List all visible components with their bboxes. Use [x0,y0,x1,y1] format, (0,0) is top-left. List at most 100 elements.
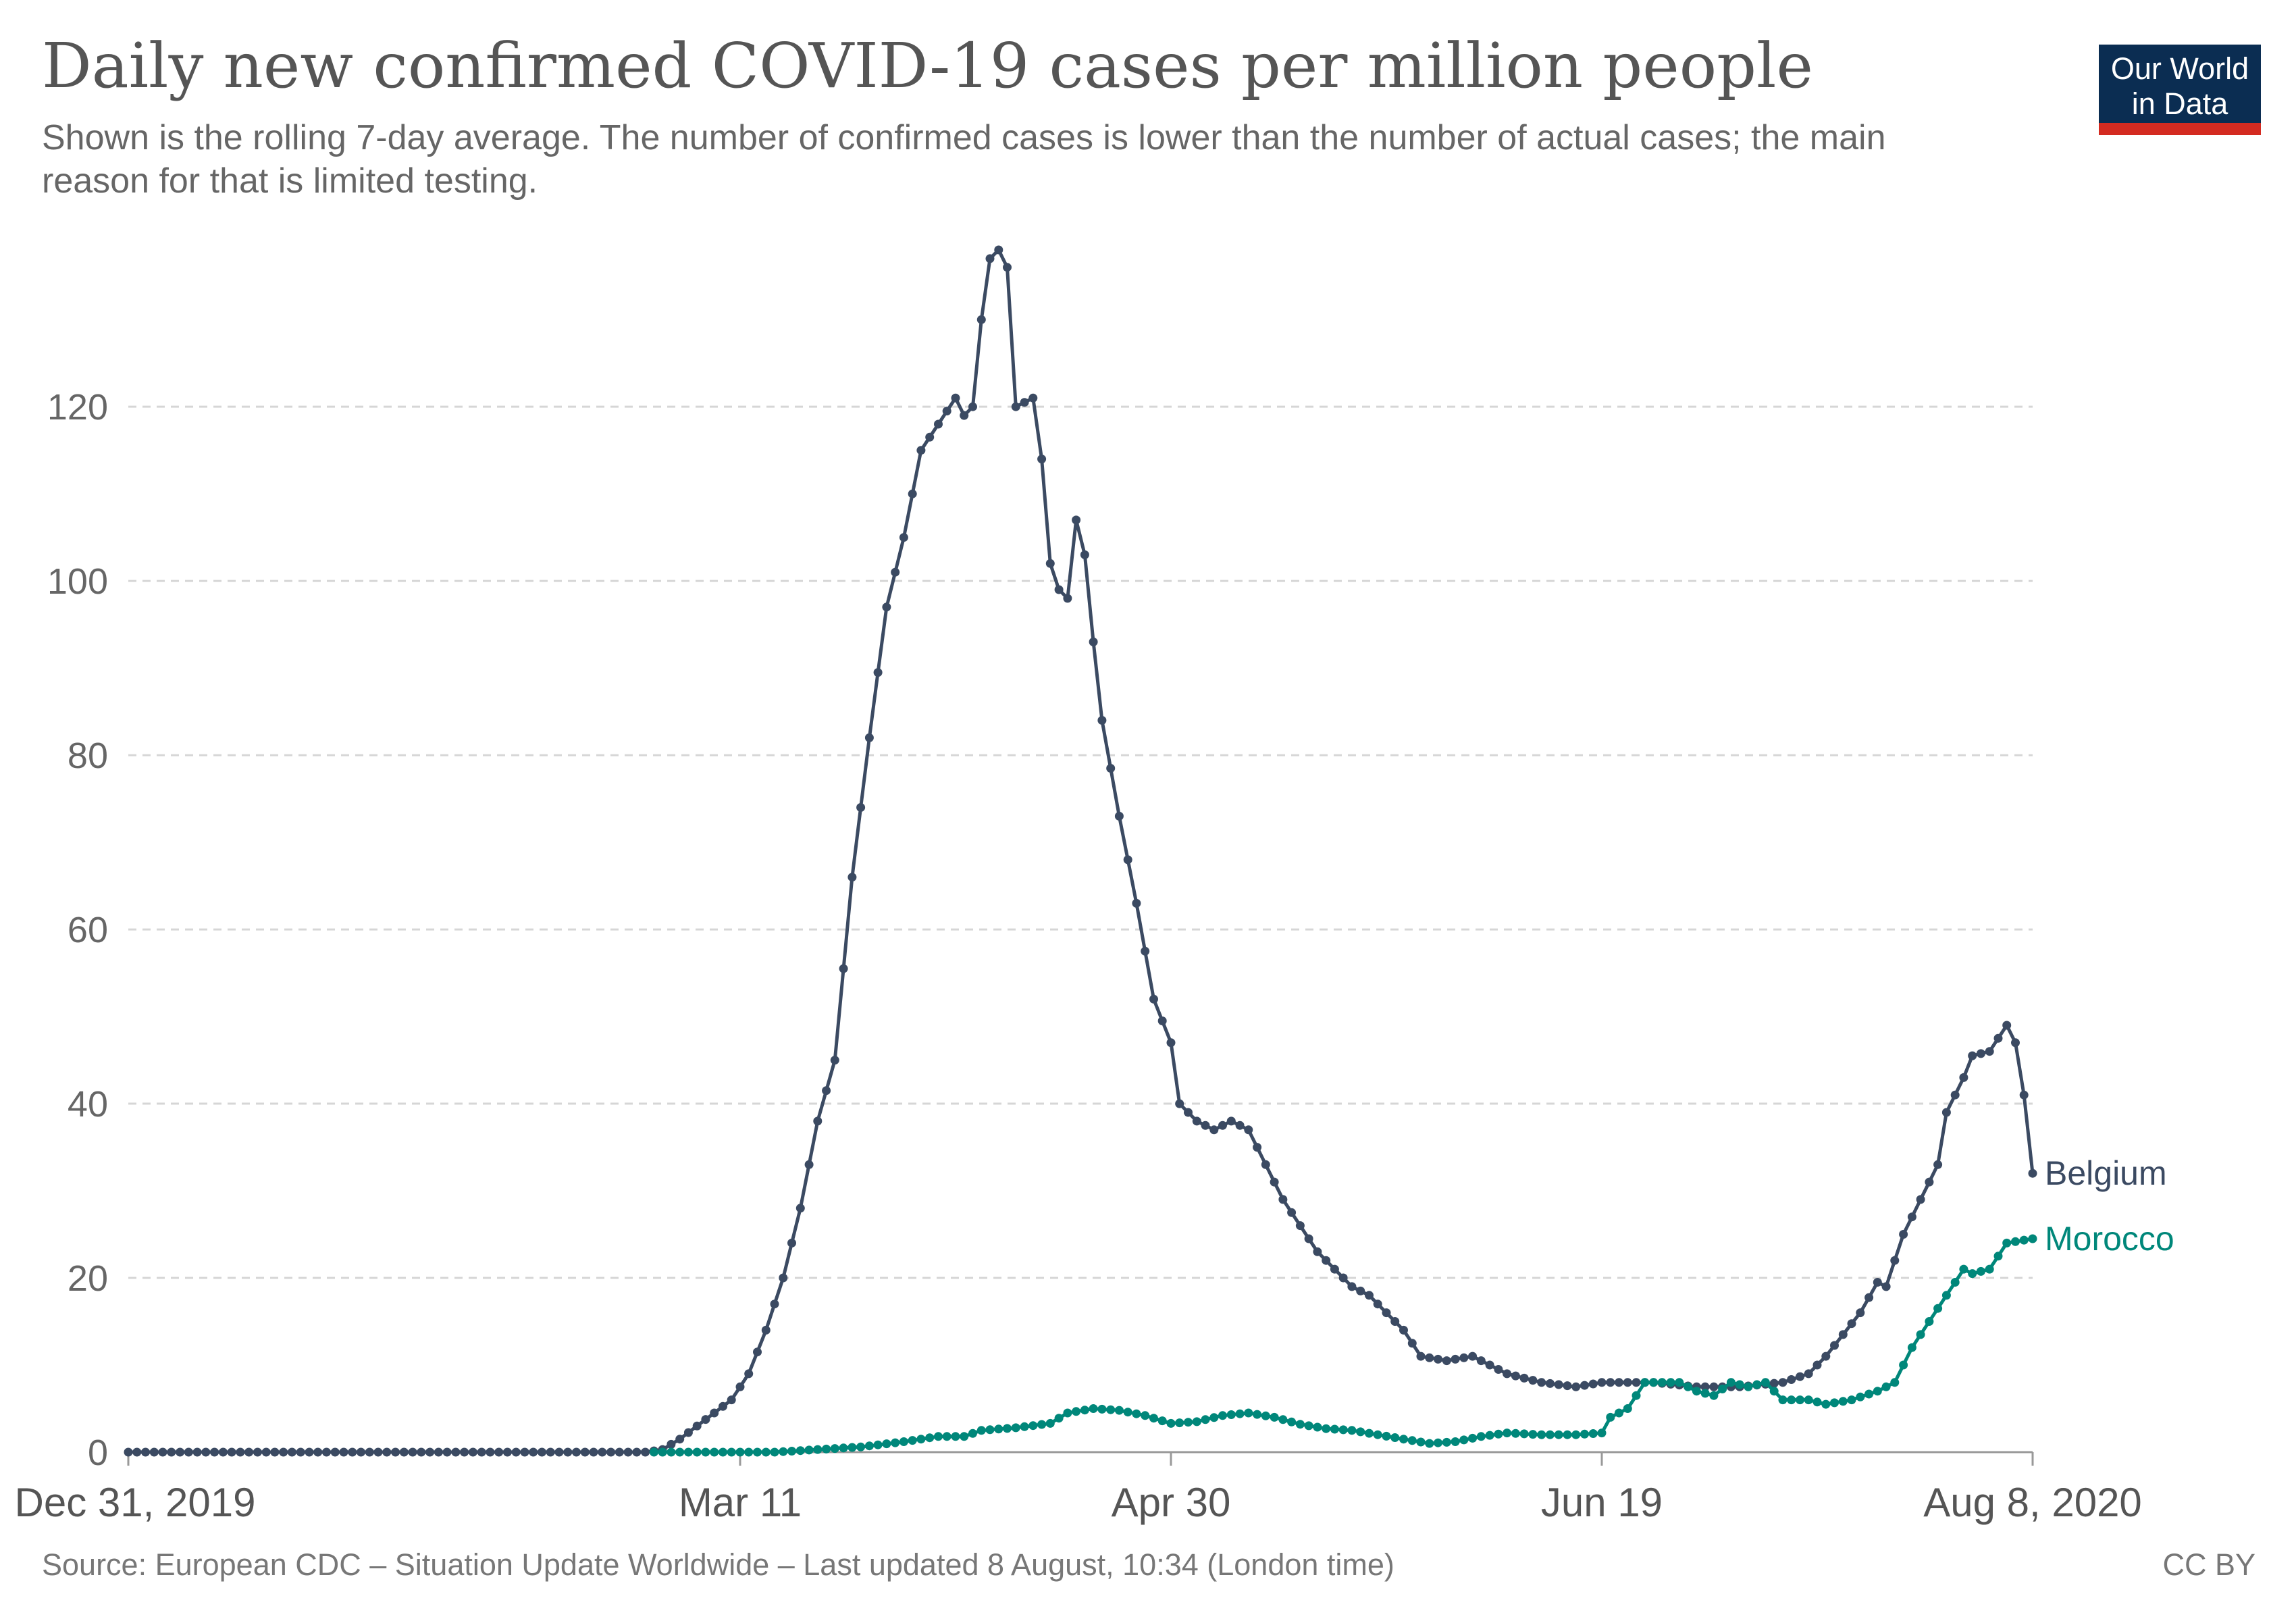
morocco-data-point [1097,1404,1107,1414]
belgium-data-point [184,1447,193,1457]
morocco-data-point [1416,1437,1426,1447]
license-link[interactable]: CC BY [2162,1547,2255,1582]
belgium-data-point [1390,1317,1400,1326]
belgium-data-point [641,1447,650,1457]
belgium-data-point [830,1056,839,1065]
morocco-data-point [1993,1252,2003,1261]
belgium-data-point [227,1447,236,1457]
morocco-data-point [675,1447,685,1457]
belgium-data-point [1856,1308,1865,1318]
belgium-data-point [1382,1308,1391,1318]
belgium-line[interactable] [128,248,2035,1454]
belgium-data-point [1571,1382,1581,1391]
morocco-data-point [1270,1412,1279,1422]
morocco-data-point [1106,1405,1116,1414]
morocco-data-point [1985,1264,1994,1274]
belgium-data-point [804,1160,814,1169]
belgium-data-point [357,1447,365,1457]
belgium-data-point [2019,1090,2029,1100]
morocco-data-point [2019,1235,2029,1245]
morocco-data-point [1330,1424,1339,1434]
morocco-data-point [1020,1422,1029,1431]
morocco-data-point [1545,1430,1555,1439]
belgium-data-point [1563,1381,1572,1391]
morocco-data-point [1821,1399,1831,1409]
morocco-data-point [658,1447,667,1457]
belgium-data-point [1864,1293,1874,1302]
morocco-data-point [1399,1435,1408,1444]
belgium-data-point [538,1447,546,1457]
morocco-data-point [1218,1411,1227,1420]
morocco-data-point [830,1444,839,1453]
morocco-data-point [1503,1429,1512,1438]
morocco-data-point [719,1447,727,1457]
belgium-data-point [218,1447,228,1457]
belgium-data-point [546,1447,555,1457]
morocco-data-point [960,1432,969,1441]
belgium-data-point [1149,994,1158,1004]
belgium-data-point [899,533,908,542]
belgium-data-point [1166,1038,1176,1048]
belgium-data-point [839,964,848,973]
belgium-data-point [1304,1234,1313,1243]
belgium-data-point [253,1447,262,1457]
morocco-data-point [1261,1411,1270,1420]
morocco-data-point [1347,1426,1357,1435]
belgium-data-point [1416,1352,1426,1361]
belgium-data-point [373,1447,383,1457]
belgium-data-point [1209,1125,1219,1135]
belgium-data-point [864,733,874,742]
morocco-data-point [1907,1343,1916,1352]
belgium-data-point [1528,1376,1538,1385]
belgium-data-point [1941,1108,1951,1117]
belgium-data-point [1769,1379,1779,1388]
morocco-data-point [1959,1264,1968,1274]
morocco-data-point [891,1438,900,1447]
morocco-data-point [1890,1378,1900,1387]
belgium-data-point [1606,1378,1615,1387]
belgium-data-point [365,1447,374,1457]
morocco-line[interactable] [654,1237,2033,1454]
morocco-data-point [1640,1378,1650,1387]
belgium-label[interactable]: Belgium [2045,1154,2167,1192]
morocco-data-point [813,1445,823,1454]
belgium-data-point [520,1447,529,1457]
morocco-data-point [1760,1378,1770,1387]
belgium-data-point [916,446,926,455]
belgium-data-point [675,1435,685,1444]
morocco-data-point [839,1443,848,1453]
morocco-data-point [1925,1317,1934,1326]
belgium-data-point [1295,1221,1305,1231]
belgium-data-point [1597,1378,1607,1387]
morocco-data-point [1192,1417,1201,1426]
morocco-data-point [1166,1418,1176,1428]
belgium-data-point [279,1447,288,1457]
belgium-data-point [1097,716,1107,725]
morocco-data-point [1571,1430,1581,1439]
morocco-data-point [847,1443,857,1452]
owid-logo[interactable]: Our World in Data [2099,45,2261,135]
morocco-data-point [1425,1439,1434,1448]
belgium-data-point [313,1447,323,1457]
belgium-data-point [322,1447,331,1457]
morocco-data-point [683,1447,693,1457]
belgium-data-point [572,1447,581,1457]
morocco-data-point [649,1447,658,1457]
morocco-data-point [899,1437,908,1446]
belgium-data-point [1184,1108,1193,1117]
belgium-data-point [1261,1160,1270,1169]
belgium-data-point [1925,1177,1934,1187]
morocco-data-point [873,1440,883,1449]
belgium-data-point [2011,1038,2020,1048]
y-tick-label: 100 [47,561,108,602]
morocco-data-point [744,1447,754,1457]
belgium-data-point [1588,1379,1598,1389]
morocco-data-point [908,1436,917,1445]
belgium-data-point [2002,1021,2012,1030]
morocco-label[interactable]: Morocco [2045,1220,2174,1258]
morocco-data-point [1519,1429,1529,1439]
belgium-data-point [1192,1116,1201,1126]
morocco-data-point [710,1447,719,1457]
belgium-data-point [1011,402,1020,411]
